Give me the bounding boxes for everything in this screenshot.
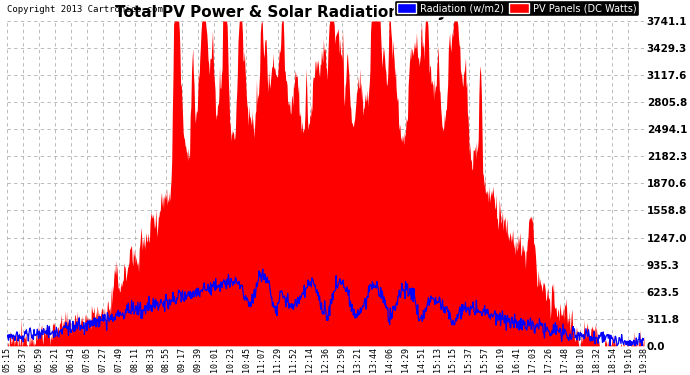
- Text: Copyright 2013 Cartronics.com: Copyright 2013 Cartronics.com: [8, 5, 163, 14]
- Legend: Radiation (w/m2), PV Panels (DC Watts): Radiation (w/m2), PV Panels (DC Watts): [394, 0, 639, 16]
- Title: Total PV Power & Solar Radiation Tue Jun 4 20:09: Total PV Power & Solar Radiation Tue Jun…: [115, 5, 537, 20]
